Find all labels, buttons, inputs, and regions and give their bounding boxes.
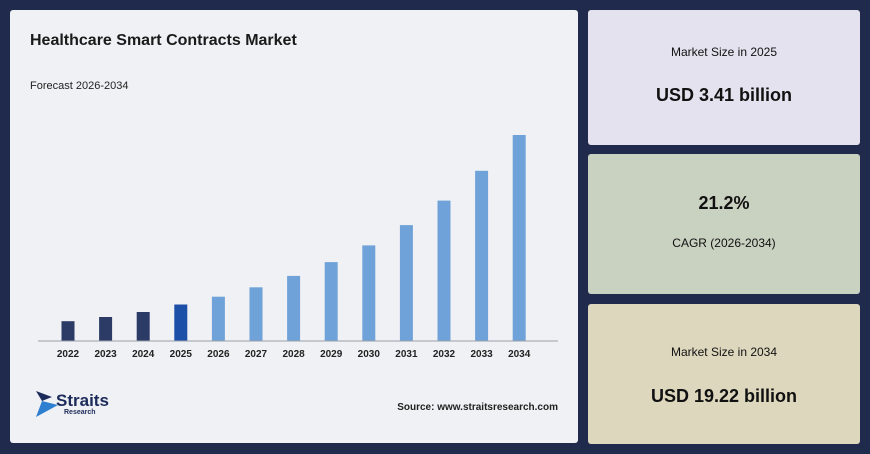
bar-2029 [324, 262, 338, 341]
x-tick-label: 2031 [395, 349, 418, 360]
bar-2034 [512, 135, 526, 341]
chart-panel: Healthcare Smart Contracts Market Foreca… [10, 10, 578, 443]
x-tick-label: 2033 [470, 349, 493, 360]
market-size-2034-card: Market Size in 2034 USD 19.22 billion [588, 304, 860, 444]
card-value: 21.2% [698, 193, 750, 213]
source-text: Source: www.straitsresearch.com [397, 402, 558, 413]
x-tick-label: 2029 [320, 349, 343, 360]
bar-2023 [99, 317, 113, 341]
bar-2033 [475, 170, 489, 341]
bar-2030 [362, 245, 376, 341]
logo-sub: Research [64, 409, 96, 416]
x-tick-labels: 2022 2023 2024 2025 2026 2027 2028 2029 2030 2031… [57, 349, 531, 360]
x-tick-label: 2023 [94, 349, 117, 360]
card-label: Market Size in 2034 [670, 345, 778, 359]
market-size-2025-card: Market Size in 2025 USD 3.41 billion [588, 10, 860, 145]
card-value: USD 3.41 billion [655, 85, 793, 105]
bar-chart: 2022 2023 2024 2025 2026 2027 2028 2029 2030 2031… [38, 135, 558, 360]
bar-2032 [437, 200, 451, 341]
chart-title: Healthcare Smart Contracts Market [30, 32, 297, 49]
x-tick-label: 2025 [170, 349, 193, 360]
x-tick-label: 2027 [245, 349, 268, 360]
chart-subtitle: Forecast 2026-2034 [30, 80, 129, 92]
bar-2026 [211, 296, 225, 341]
bar-2027 [249, 287, 263, 341]
x-tick-label: 2030 [358, 349, 381, 360]
card-label: CAGR (2026-2034) [672, 236, 776, 250]
card-label: Market Size in 2025 [670, 45, 778, 59]
bars-group [61, 135, 526, 341]
bar-2024 [136, 312, 150, 341]
x-tick-label: 2026 [207, 349, 230, 360]
bar-2031 [399, 225, 413, 341]
straits-logo-icon [36, 391, 58, 417]
straits-logo: Straits Research [36, 391, 136, 423]
cagr-card: 21.2% CAGR (2026-2034) [588, 154, 860, 294]
x-tick-label: 2024 [132, 349, 155, 360]
x-tick-label: 2022 [57, 349, 80, 360]
x-tick-label: 2032 [433, 349, 456, 360]
logo-name: Straits [56, 391, 109, 410]
card-value: USD 19.22 billion [650, 386, 798, 406]
x-tick-label: 2034 [508, 349, 531, 360]
x-tick-label: 2028 [282, 349, 305, 360]
bar-2028 [287, 275, 301, 341]
bar-2022 [61, 321, 75, 341]
bar-2025 [174, 304, 188, 341]
